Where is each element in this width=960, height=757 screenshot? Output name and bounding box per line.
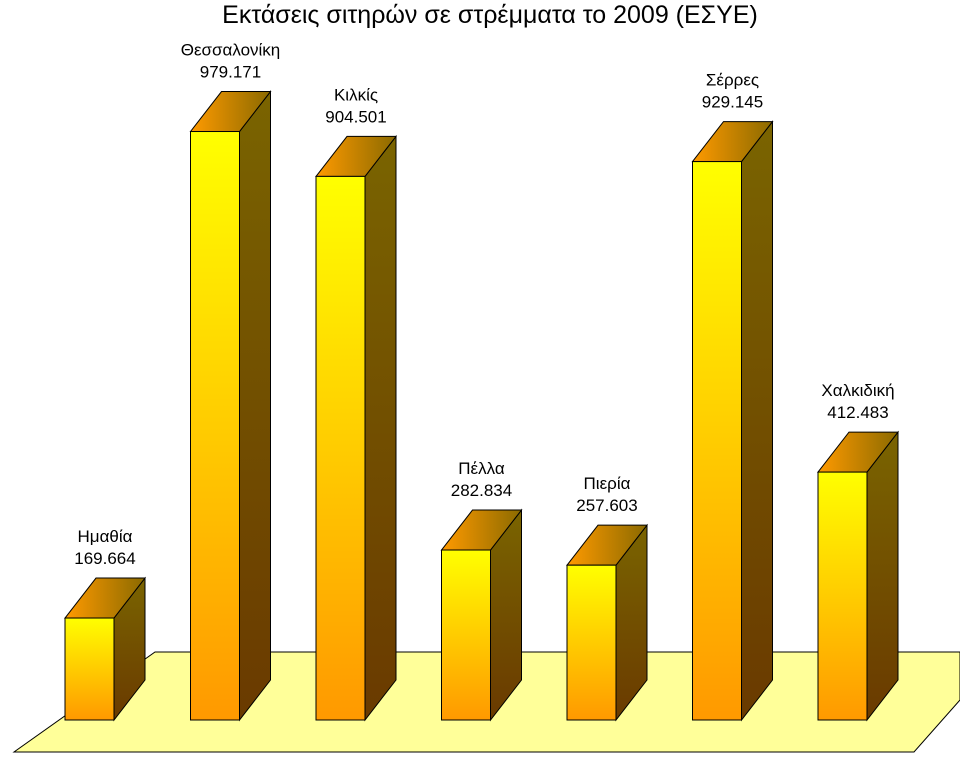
bar-front-face — [441, 549, 491, 721]
value-label: 169.664 — [74, 549, 135, 568]
bar-6 — [691, 120, 774, 722]
category-label: Κιλκίς — [334, 85, 378, 104]
bar-1 — [63, 576, 147, 722]
category-label: Πιερία — [584, 474, 631, 493]
bar-front-face — [315, 175, 366, 721]
bar-side-face — [741, 120, 773, 722]
bar-front-face — [190, 131, 240, 721]
category-label: Θεσσαλονίκη — [181, 41, 281, 60]
bar-4 — [440, 508, 523, 722]
value-label: 257.603 — [576, 496, 637, 515]
bar-front-face — [566, 564, 617, 721]
category-label: Ημαθία — [78, 527, 133, 546]
value-label: 904.501 — [325, 107, 386, 126]
bars-group: Ημαθία 169.664 Θεσσαλονίκη 979.171 Κιλκίς 904… — [63, 41, 900, 722]
bar-5 — [565, 523, 649, 722]
bar-side-face — [364, 134, 397, 722]
bar-side-face — [866, 430, 899, 722]
category-label: Σέρρες — [706, 71, 759, 90]
value-label: 412.483 — [827, 403, 888, 422]
category-label: Πέλλα — [458, 459, 505, 478]
bar-2 — [189, 90, 272, 722]
bar-front-face — [692, 161, 742, 721]
bar-front-face — [817, 471, 868, 721]
chart-title: Εκτάσεις σιτηρών σε στρέμματα το 2009 (Ε… — [222, 1, 758, 29]
bar-front-face — [64, 617, 115, 721]
bar-side-face — [239, 90, 271, 722]
value-label: 282.834 — [451, 481, 512, 500]
value-label: 929.145 — [702, 93, 763, 112]
bar-3 — [314, 134, 398, 722]
value-label: 979.171 — [200, 63, 261, 82]
bar-7 — [816, 430, 900, 722]
category-label: Χαλκιδική — [821, 381, 894, 400]
